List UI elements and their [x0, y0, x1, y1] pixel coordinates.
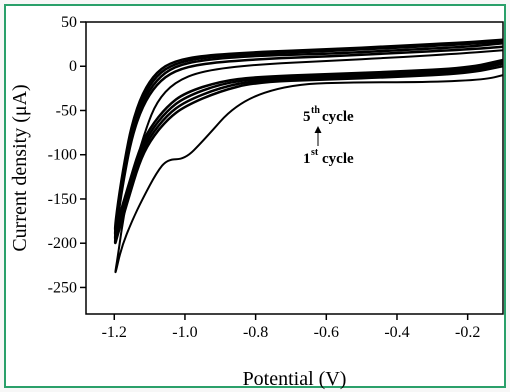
figure-frame	[4, 4, 506, 388]
y-tick-label: -250	[48, 279, 77, 296]
x-tick-label: -0.2	[455, 324, 480, 341]
annotation-first-cycle-suffix: st	[311, 147, 319, 158]
y-tick-label: -200	[48, 235, 77, 252]
cv-curve-3	[113, 41, 504, 240]
plot-area-border	[85, 21, 504, 315]
cv-curve-2	[113, 45, 504, 245]
x-axis-ticks: -1.2 -1.0 -0.8 -0.6 -0.4 -0.2	[102, 314, 480, 341]
cv-curve-1	[114, 49, 504, 274]
y-tick-label: -150	[48, 191, 77, 208]
annotation-fifth-cycle: 5 th cycle	[303, 105, 354, 125]
x-tick-label: -0.4	[384, 324, 409, 341]
y-tick-label: -100	[48, 147, 77, 164]
y-axis-ticks: 50 0 -50 -100 -150 -200 -250	[48, 14, 86, 296]
curves	[113, 38, 504, 274]
annotation-first-cycle: 1 st cycle	[303, 147, 354, 167]
annotation-fifth-cycle-suffix: th	[311, 105, 320, 116]
annotation-first-cycle-number: 1	[303, 151, 311, 167]
y-axis-label: Current density (μA)	[9, 84, 31, 251]
annotation-arrow	[314, 126, 322, 146]
y-tick-label: 50	[61, 14, 77, 31]
x-tick-label: -1.2	[102, 324, 127, 341]
annotation-fifth-cycle-word: cycle	[322, 109, 354, 125]
x-tick-label: -1.0	[172, 324, 197, 341]
annotation-first-cycle-word: cycle	[322, 151, 354, 167]
x-axis-label: Potential (V)	[243, 368, 347, 390]
annotation-arrow-head	[314, 126, 322, 133]
annotation-fifth-cycle-number: 5	[303, 109, 311, 125]
x-tick-label: -0.6	[314, 324, 339, 341]
y-tick-label: -50	[56, 102, 77, 119]
y-tick-label: 0	[69, 58, 77, 75]
x-tick-label: -0.8	[243, 324, 268, 341]
cv-curve-5	[113, 38, 504, 231]
cv-curve-4	[113, 40, 504, 236]
